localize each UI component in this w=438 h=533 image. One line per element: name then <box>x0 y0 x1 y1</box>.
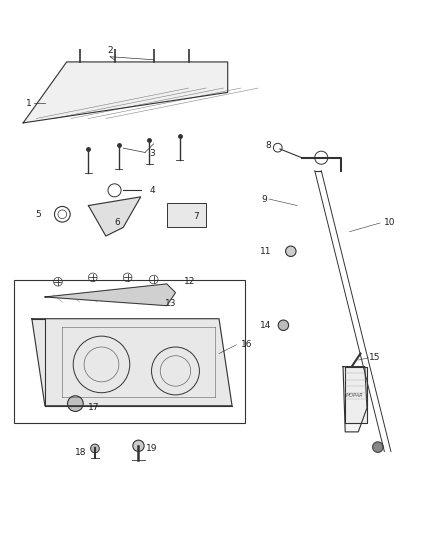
Bar <box>14 279 245 423</box>
Text: 15: 15 <box>369 353 381 362</box>
Text: 7: 7 <box>193 212 199 221</box>
Circle shape <box>133 440 144 451</box>
Text: 3: 3 <box>149 149 155 158</box>
Text: 10: 10 <box>385 219 396 228</box>
Text: 14: 14 <box>260 321 271 330</box>
Circle shape <box>286 246 296 256</box>
Text: 1: 1 <box>26 99 32 108</box>
Text: 11: 11 <box>260 247 271 256</box>
Text: 17: 17 <box>88 403 100 413</box>
Text: 4: 4 <box>149 186 155 195</box>
Circle shape <box>67 396 83 411</box>
Circle shape <box>278 320 289 330</box>
Text: 18: 18 <box>75 448 86 457</box>
Polygon shape <box>32 319 232 406</box>
Polygon shape <box>345 367 367 423</box>
Bar <box>167 204 206 228</box>
Polygon shape <box>343 367 367 432</box>
Text: MOPAR: MOPAR <box>346 393 364 398</box>
Text: 12: 12 <box>184 277 195 286</box>
Text: 13: 13 <box>165 299 176 308</box>
Polygon shape <box>88 197 141 236</box>
Text: 16: 16 <box>241 341 252 349</box>
Text: 8: 8 <box>265 141 271 150</box>
Polygon shape <box>23 62 228 123</box>
Text: 19: 19 <box>146 444 157 453</box>
Text: 5: 5 <box>35 210 41 219</box>
Circle shape <box>373 442 383 453</box>
Text: 6: 6 <box>115 219 120 228</box>
Text: 2: 2 <box>107 46 113 55</box>
Text: 9: 9 <box>261 195 267 204</box>
Circle shape <box>91 444 99 453</box>
Polygon shape <box>45 284 176 305</box>
